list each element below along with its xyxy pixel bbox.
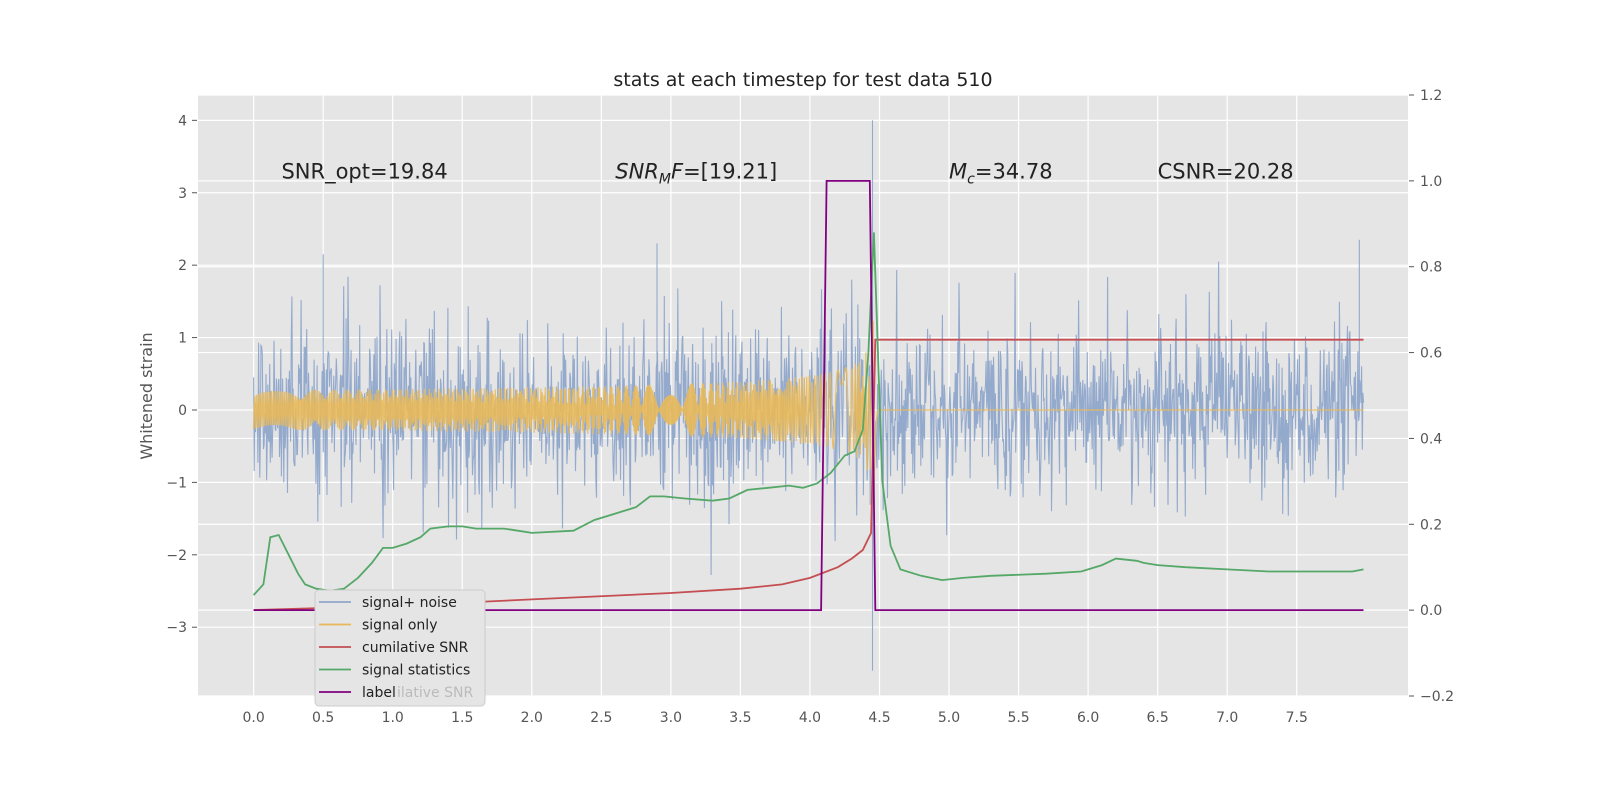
legend-label: signal statistics: [362, 663, 470, 679]
y2-tick-label: 0.0: [1420, 603, 1442, 619]
y2-tick-label: 0.4: [1420, 431, 1442, 447]
series-cumulative-snr: [253, 338, 1364, 611]
legend-label: signal only: [362, 618, 437, 634]
y2-tick-label: 0.6: [1420, 346, 1442, 362]
series-signal-statistics: [252, 232, 1364, 596]
x-tick-label: 2.0: [521, 710, 543, 726]
y-tick-label: −1: [166, 475, 187, 491]
x-tick-label: 5.5: [1007, 710, 1029, 726]
x-tick-label: 6.5: [1147, 710, 1169, 726]
annotation-csnr: CSNR=20.28: [1158, 159, 1294, 183]
annotation-snr-mf: SNRMF=[19.21]: [615, 159, 777, 187]
legend-label: cumilative SNR: [362, 640, 469, 656]
y2-tick-label: 1.0: [1420, 174, 1442, 190]
x-tick-label: 0.0: [242, 710, 264, 726]
x-tick-label: 0.5: [312, 710, 334, 726]
y-tick-label: 1: [178, 331, 187, 347]
annotations: SNR_opt=19.84 SNRMF=[19.21] Mc=34.78 CSNR=2…: [281, 159, 1293, 187]
plot-lines: [252, 120, 1365, 671]
x-tick-label: 3.5: [729, 710, 751, 726]
y-tick-label: 3: [178, 186, 187, 202]
y-tick-label: 2: [178, 258, 187, 274]
x-tick-label: 7.0: [1216, 710, 1238, 726]
x-tick-label: 4.5: [868, 710, 890, 726]
series-signal-only: [253, 321, 1364, 504]
y-tick-label: −3: [166, 620, 187, 636]
annotation-snr-opt: SNR_opt=19.84: [281, 159, 447, 184]
x-tick-label: 6.0: [1077, 710, 1099, 726]
legend-box: [314, 589, 486, 707]
legend: signal+ noise signal only cumilative SNR si…: [314, 589, 486, 707]
chart-title: stats at each timestep for test data 510: [613, 69, 992, 91]
axis-ticks: 0.0 0.5 1.0 1.5 2.0 2.5 3.0 3.5 4.0 4.5 5.0 5.5 6.0 6…: [166, 88, 1454, 726]
y-tick-label: 0: [178, 403, 187, 419]
y-tick-label: −2: [166, 548, 187, 564]
annotation-chirp-mass: Mc=34.78: [949, 159, 1053, 187]
y2-tick-label: 0.8: [1420, 260, 1442, 276]
x-tick-label: 5.0: [938, 710, 960, 726]
y-axis-label: Whitened strain: [137, 332, 156, 459]
y2-tick-label: 1.2: [1420, 88, 1442, 104]
series-label: [253, 180, 1364, 611]
y2-tick-label: 0.2: [1420, 517, 1442, 533]
x-tick-label: 1.0: [382, 710, 404, 726]
x-tick-label: 4.0: [799, 710, 821, 726]
y2-tick-label: −0.2: [1420, 689, 1454, 705]
x-tick-label: 7.5: [1286, 710, 1308, 726]
x-tick-label: 2.5: [590, 710, 612, 726]
legend-label: label: [362, 685, 396, 701]
legend-ghost-text: ilative SNR: [397, 685, 473, 701]
x-tick-label: 1.5: [451, 710, 473, 726]
x-tick-label: 3.0: [660, 710, 682, 726]
y-tick-label: 4: [178, 113, 187, 129]
legend-label: signal+ noise: [362, 595, 457, 611]
